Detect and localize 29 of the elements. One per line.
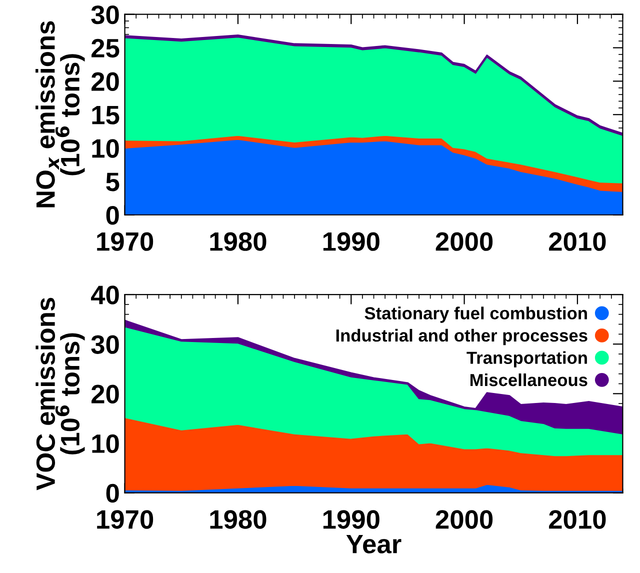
y-tick-label: 25 [92, 38, 120, 58]
y-tick-label: 20 [92, 72, 119, 91]
x-tick-label: 1980 [210, 510, 266, 529]
y-tick-label: 40 [90, 286, 119, 304]
y-tick-label: 0 [106, 484, 119, 503]
y-axis-title: NO$_{x}$ emissions (10$^{6}$ tons) [36, 21, 85, 208]
x-tick-label: 1990 [323, 510, 380, 529]
x-tick-label: 2000 [436, 510, 493, 529]
y-tick-label: 0 [106, 206, 119, 225]
x-tick-label: 1970 [97, 510, 154, 529]
x-tick-label: 1970 [97, 232, 154, 251]
x-tick-label: 1980 [210, 232, 266, 251]
x-tick-label: 2010 [549, 232, 606, 251]
x-tick-label: 2010 [549, 510, 606, 529]
legend-label: Transportation [466, 351, 587, 368]
y-tick-label: 30 [91, 335, 119, 354]
y-tick-label: 10 [92, 139, 119, 158]
legend-label: Miscellaneous [470, 373, 588, 386]
y-tick-label: 30 [91, 5, 119, 24]
legend-label: Stationary fuel combustion [364, 306, 587, 323]
y-tick-label: 20 [92, 384, 119, 404]
x-axis-title: Year [346, 535, 402, 554]
legend-label: Industrial and other processes [336, 328, 588, 346]
y-tick-label: 15 [92, 106, 120, 124]
y-tick-label: 10 [92, 434, 119, 454]
x-tick-label: 2000 [436, 232, 493, 251]
y-axis-title: VOC emissions (10$^{6}$ tons) [36, 298, 85, 490]
x-tick-label: 1990 [323, 232, 380, 251]
y-tick-label: 5 [106, 172, 120, 192]
